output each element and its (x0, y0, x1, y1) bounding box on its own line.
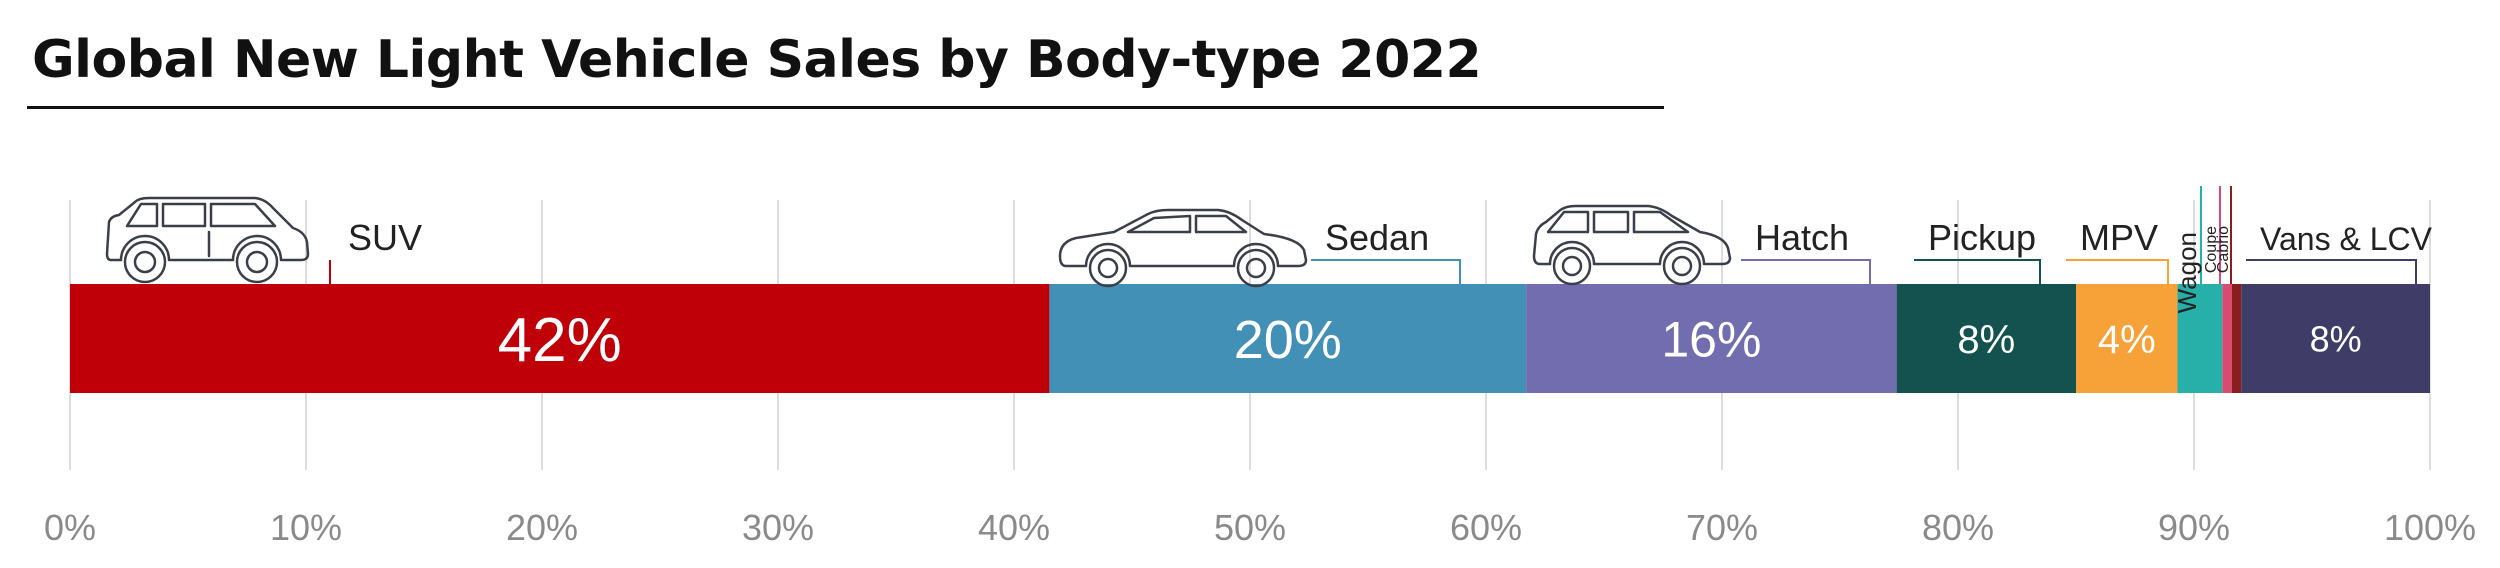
category-label: SUV (348, 217, 422, 258)
category-label: Cabrio (2215, 226, 2232, 273)
x-tick-label: 90% (2158, 507, 2230, 548)
leader-lines (329, 186, 2417, 284)
x-axis-tick-labels: 0% 10% 20% 30% 40% 50% 60% 70% 80% 90% 100% (44, 507, 2476, 548)
bar-segment (2231, 284, 2242, 393)
bar-segment (70, 284, 1050, 393)
bar-segment (1049, 284, 1527, 393)
leader-line (2066, 259, 2169, 284)
segment-labels: 42% 20% 16% 8% 4% 8% (498, 306, 2362, 375)
sedan-car-icon (1058, 208, 1308, 288)
x-tick-label: 0% (44, 507, 96, 548)
bar-segment (2177, 284, 2223, 393)
x-tick-label: 30% (742, 507, 814, 548)
hatchback-car-icon (1532, 204, 1732, 286)
x-tick-label: 10% (270, 507, 342, 548)
x-tick-label: 50% (1214, 507, 1286, 548)
bar-segment (2076, 284, 2178, 393)
segment-value-label: 16% (1661, 312, 1761, 368)
category-label: Coupe (2203, 226, 2220, 273)
category-label: Vans & LCV (2260, 221, 2433, 257)
bar-segment (1526, 284, 1897, 393)
bar-segment (1896, 284, 2076, 393)
title-underline (27, 106, 1664, 109)
segment-value-label: 8% (2310, 318, 2362, 359)
suv-car-icon (105, 196, 310, 284)
segment-value-label: 8% (1957, 318, 2015, 362)
leader-line (1914, 259, 2041, 284)
chart-title: Global New Light Vehicle Sales by Body-t… (32, 30, 1482, 90)
leader-line (1311, 259, 1461, 284)
x-tick-label: 80% (1922, 507, 1994, 548)
bar-segment (2241, 284, 2430, 393)
x-tick-label: 70% (1686, 507, 1758, 548)
x-tick-label: 40% (978, 507, 1050, 548)
x-tick-label: 100% (2384, 507, 2476, 548)
segment-value-label: 42% (498, 306, 622, 375)
category-label: Wagon (2172, 232, 2202, 313)
x-tick-label: 60% (1450, 507, 1522, 548)
leader-line (1741, 259, 1871, 284)
category-label: Sedan (1325, 217, 1429, 258)
bar-segments (70, 284, 2430, 393)
bar-segment (2222, 284, 2232, 393)
x-tick-label: 20% (506, 507, 578, 548)
category-label: Pickup (1928, 217, 2036, 258)
category-label: MPV (2080, 217, 2158, 258)
segment-value-label: 4% (2098, 318, 2156, 362)
category-label: Hatch (1755, 217, 1849, 258)
segment-value-label: 20% (1234, 310, 1342, 370)
leader-line (2246, 259, 2417, 284)
